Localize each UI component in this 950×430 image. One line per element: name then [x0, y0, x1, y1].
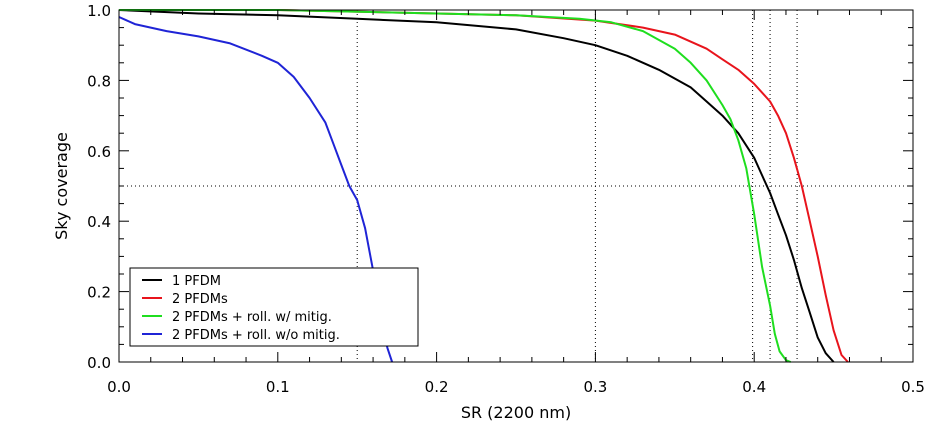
x-tick-label: 0.1 [266, 378, 290, 396]
x-tick-label: 0.3 [583, 378, 607, 396]
y-tick-label: 0.8 [87, 72, 111, 90]
x-tick-label: 0.0 [107, 378, 131, 396]
y-tick-label: 0.6 [87, 143, 111, 161]
x-axis-label: SR (2200 nm) [461, 403, 571, 422]
y-tick-label: 0.4 [87, 213, 111, 231]
y-axis-label: Sky coverage [52, 132, 71, 240]
legend: 1 PFDM 2 PFDMs 2 PFDMs + roll. w/ mitig. 2 … [129, 267, 419, 347]
reference-lines [119, 10, 913, 362]
axis-ticks [118, 9, 914, 363]
axis-tick-labels: 0.0 0.1 0.2 0.3 0.4 0.5 0.0 0.2 0.4 0.6 0.8 1.0 [87, 2, 925, 396]
x-tick-label: 0.5 [901, 378, 925, 396]
legend-box [129, 267, 419, 347]
legend-label: 2 PFDMs [172, 292, 228, 307]
series-line-0 [118, 9, 835, 363]
y-tick-label: 0.0 [87, 354, 111, 372]
x-tick-label: 0.4 [742, 378, 766, 396]
legend-label: 2 PFDMs + roll. w/o mitig. [172, 328, 340, 343]
legend-label: 2 PFDMs + roll. w/ mitig. [172, 310, 332, 325]
x-tick-label: 0.2 [425, 378, 449, 396]
y-tick-label: 0.2 [87, 284, 111, 302]
legend-label: 1 PFDM [172, 274, 221, 289]
y-tick-label: 1.0 [87, 2, 111, 20]
series-line-2 [119, 9, 792, 363]
